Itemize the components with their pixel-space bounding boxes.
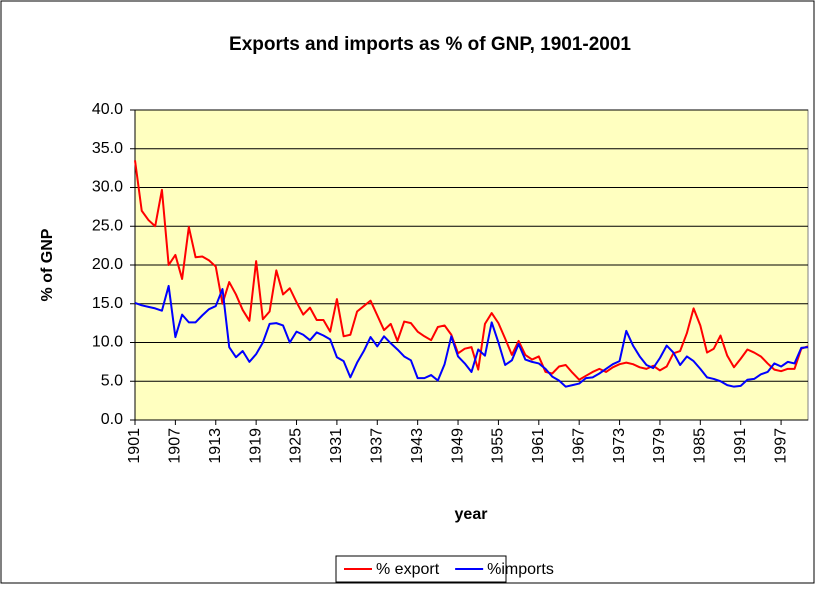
x-tick-label: 1967: [570, 428, 587, 464]
x-tick-label: 1907: [167, 428, 184, 464]
x-tick-label: 1997: [772, 428, 789, 464]
x-tick-label: 1943: [409, 428, 426, 464]
y-tick-label: 10.0: [92, 334, 123, 351]
x-tick-label: 1931: [328, 428, 345, 464]
y-tick-label: 5.0: [101, 372, 123, 389]
x-tick-label: 1913: [207, 428, 224, 464]
x-tick-label: 1949: [449, 428, 466, 464]
x-tick-label: 1985: [692, 428, 709, 464]
legend-label: % export: [376, 561, 440, 578]
x-tick-label: 1919: [247, 428, 264, 464]
series-line: [134, 160, 809, 381]
x-tick-label: 1901: [126, 428, 143, 464]
chart-title: Exports and imports as % of GNP, 1901-20…: [229, 34, 631, 55]
y-axis-title: % of GNP: [39, 228, 56, 301]
y-tick-label: 40.0: [92, 101, 123, 118]
x-tick-label: 1925: [288, 428, 305, 464]
y-tick-label: 30.0: [92, 179, 123, 196]
x-tick-label: 1955: [490, 428, 507, 464]
x-tick-label: 1991: [732, 428, 749, 464]
y-tick-label: 15.0: [92, 295, 123, 312]
x-tick-label: 1961: [530, 428, 547, 464]
series-line: [134, 284, 809, 388]
x-tick-label: 1937: [368, 428, 385, 464]
legend-label: %imports: [487, 561, 554, 578]
y-tick-label: 25.0: [92, 217, 123, 234]
y-tick-label: 20.0: [92, 256, 123, 273]
x-tick-label: 1979: [651, 428, 668, 464]
x-tick-label: 1973: [611, 428, 628, 464]
x-axis-title: year: [455, 506, 488, 523]
y-tick-label: 0.0: [101, 411, 123, 428]
y-tick-label: 35.0: [92, 140, 123, 157]
